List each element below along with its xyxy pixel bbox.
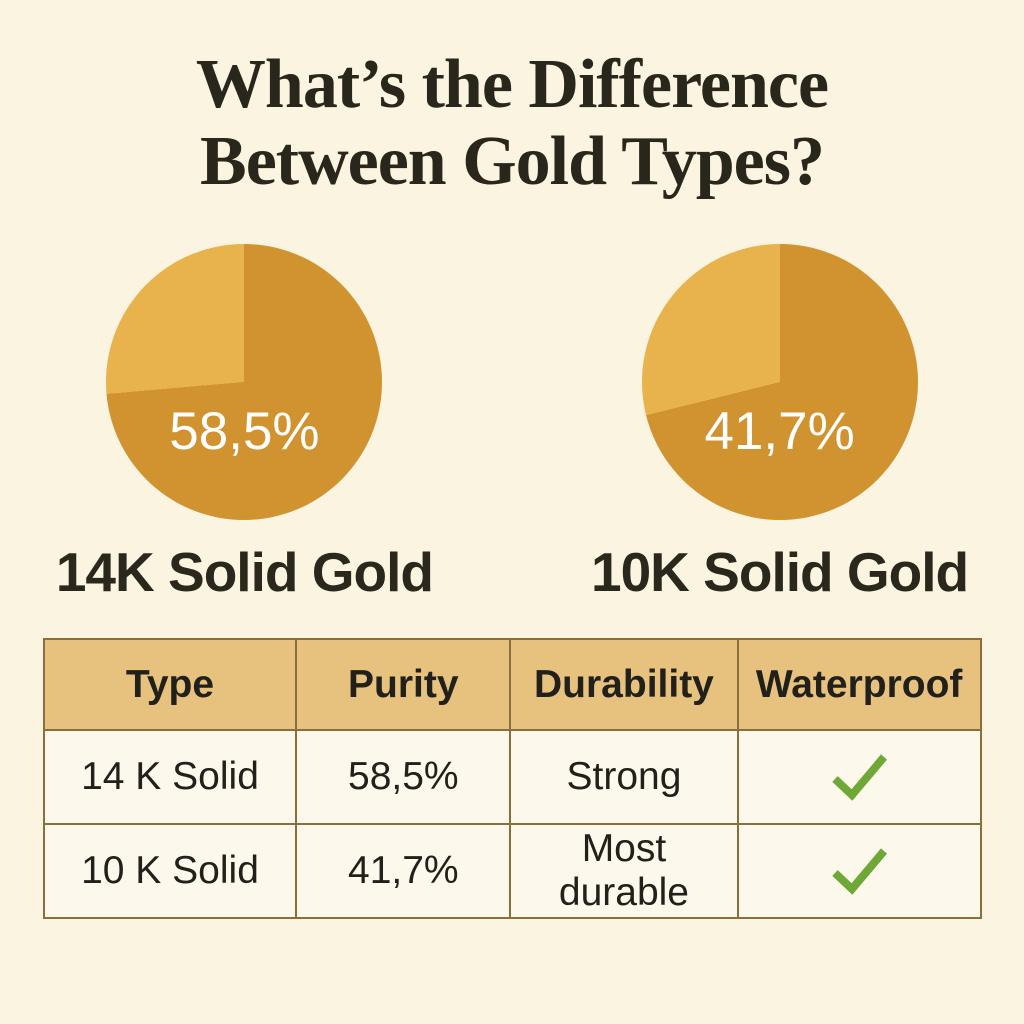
cell-14k-purity: 58,5% xyxy=(295,729,512,825)
page-title-line-1: What’s the Difference xyxy=(195,46,829,123)
header-type: Type xyxy=(42,638,298,731)
pie-chart-14k-gold: 58,5% xyxy=(106,244,383,520)
pie-caption-10k: 10K Solid Gold xyxy=(591,541,969,603)
header-durability: Durability xyxy=(509,638,739,731)
pie-value-label-10k: 41,7% xyxy=(704,402,855,462)
header-purity: Purity xyxy=(295,638,512,731)
cell-10k-purity: 41,7% xyxy=(295,823,512,919)
cell-14k-durability: Strong xyxy=(509,729,739,825)
check-icon xyxy=(832,754,888,801)
header-waterproof: Waterproof xyxy=(736,638,982,731)
pie-caption-14k: 14K Solid Gold xyxy=(55,541,434,603)
cell-10k-durability: Most durable xyxy=(509,823,739,919)
cell-14k-waterproof xyxy=(736,729,982,825)
gold-comparison-table: Type Purity Durability Waterproof 14 K S… xyxy=(42,638,982,919)
table-body: 14 K Solid 58,5% Strong 10 K Solid 41,7%… xyxy=(42,729,982,919)
check-icon xyxy=(832,848,888,895)
cell-10k-type: 10 K Solid xyxy=(42,823,298,919)
check-icon xyxy=(832,848,888,895)
cell-10k-waterproof xyxy=(736,823,982,919)
cell-14k-type: 14 K Solid xyxy=(42,729,298,825)
table-row-10k: 10 K Solid 41,7% Most durable xyxy=(42,823,982,919)
table-header-row: Type Purity Durability Waterproof xyxy=(42,638,982,731)
pie-group-10k: 41,7% 10K Solid Gold xyxy=(591,244,969,604)
check-icon xyxy=(832,754,888,801)
table-row-14k: 14 K Solid 58,5% Strong xyxy=(42,729,982,825)
page-title: What’s the Difference Between Gold Types… xyxy=(0,0,1024,200)
page-title-line-2: Between Gold Types? xyxy=(200,123,825,200)
pie-group-14k: 58,5% 14K Solid Gold xyxy=(55,244,434,604)
pie-charts-row: 58,5% 14K Solid Gold 41,7% 10K Solid Gol… xyxy=(0,244,1024,604)
pie-chart-10k-gold: 41,7% xyxy=(641,244,918,520)
table-header: Type Purity Durability Waterproof xyxy=(42,638,982,731)
pie-value-label-14k: 58,5% xyxy=(169,402,320,462)
